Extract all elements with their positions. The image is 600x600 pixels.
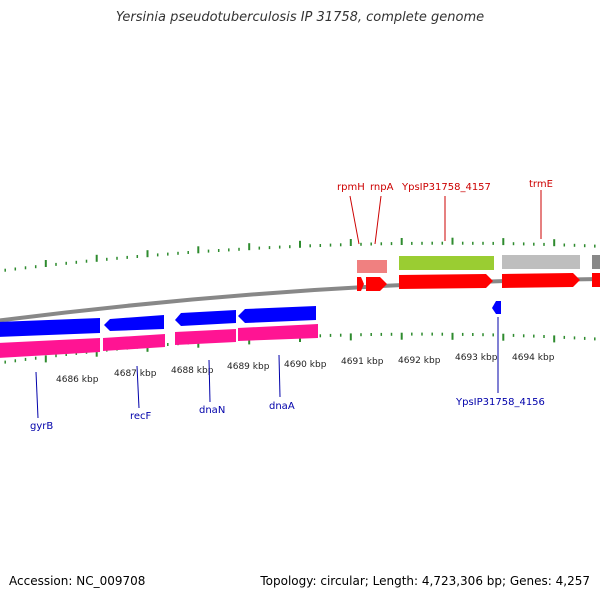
cds-arrow-gyrB[interactable] [0,318,100,337]
ruler-label: 4690 kbp [284,360,327,370]
label-leader [35,371,39,419]
gene-label-YpsIP31758_4156[interactable]: YpsIP31758_4156 [455,397,545,408]
cds-arrow-dnaN[interactable] [175,310,236,326]
ruler-label: 4686 kbp [56,375,99,385]
ruler-label: 4694 kbp [512,353,555,363]
ruler-ticks-outer [4,237,596,272]
cds-arrow-edge[interactable] [592,273,600,287]
gene-label-YpsIP31758_4157[interactable]: YpsIP31758_4157 [401,182,491,193]
gene-bar-dnaA[interactable] [238,324,318,341]
plus-strand-features [357,255,600,291]
label-leader [208,359,211,403]
ruler-label: 4687 kbp [114,369,157,379]
cds-arrow-rnpA[interactable] [366,277,387,291]
label-leader [136,365,140,409]
genome-stats-text: Topology: circular; Length: 4,723,306 bp… [260,574,590,588]
ruler-label: 4688 kbp [171,366,214,376]
cds-arrow-4156[interactable] [492,301,501,314]
grey-feature-edge[interactable] [592,255,600,269]
gene-label-rpmH[interactable]: rpmH [337,182,365,193]
ruler-labels: 4686 kbp 4687 kbp 4688 kbp 4689 kbp 4690… [56,353,555,385]
gene-label-rnpA[interactable]: rnpA [370,182,394,193]
map-title: Yersinia pseudotuberculosis IP 31758, co… [115,10,485,25]
minus-strand-features [0,301,501,358]
gene-label-trmE[interactable]: trmE [529,179,553,190]
gene-label-gyrB[interactable]: gyrB [30,421,53,432]
ruler-label: 4691 kbp [341,357,384,367]
rrna-gene-feature-4157[interactable] [399,256,494,270]
cds-arrow-rpmH[interactable] [357,277,364,291]
rrna-feature-rpmH-rnpA[interactable] [357,260,387,273]
gene-bar-gyrB[interactable] [0,338,100,358]
accession-text: Accession: NC_009708 [9,574,146,588]
ruler-label: 4692 kbp [398,356,441,366]
ruler-label: 4689 kbp [227,362,270,372]
label-leader [349,195,360,245]
cds-arrow-trmE[interactable] [502,273,580,288]
ruler-label: 4693 kbp [455,353,498,363]
label-leader [278,354,281,398]
gene-label-dnaN[interactable]: dnaN [199,405,225,416]
gene-bar-dnaN[interactable] [175,329,236,345]
cds-arrow-dnaA[interactable] [238,306,316,323]
cds-arrow-recF[interactable] [104,315,164,331]
gene-label-recF[interactable]: recF [130,411,152,422]
rrna-gene-feature-trmE[interactable] [502,255,580,269]
minus-gene-labels: gyrB recF dnaN dnaA YpsIP31758_4156 [30,317,545,432]
cds-arrow-4157[interactable] [399,274,493,289]
plus-gene-labels: rpmH rnpA YpsIP31758_4157 trmE [337,179,553,245]
gene-bar-recF[interactable] [103,334,165,351]
label-leader [374,195,382,245]
gene-label-dnaA[interactable]: dnaA [269,401,295,412]
